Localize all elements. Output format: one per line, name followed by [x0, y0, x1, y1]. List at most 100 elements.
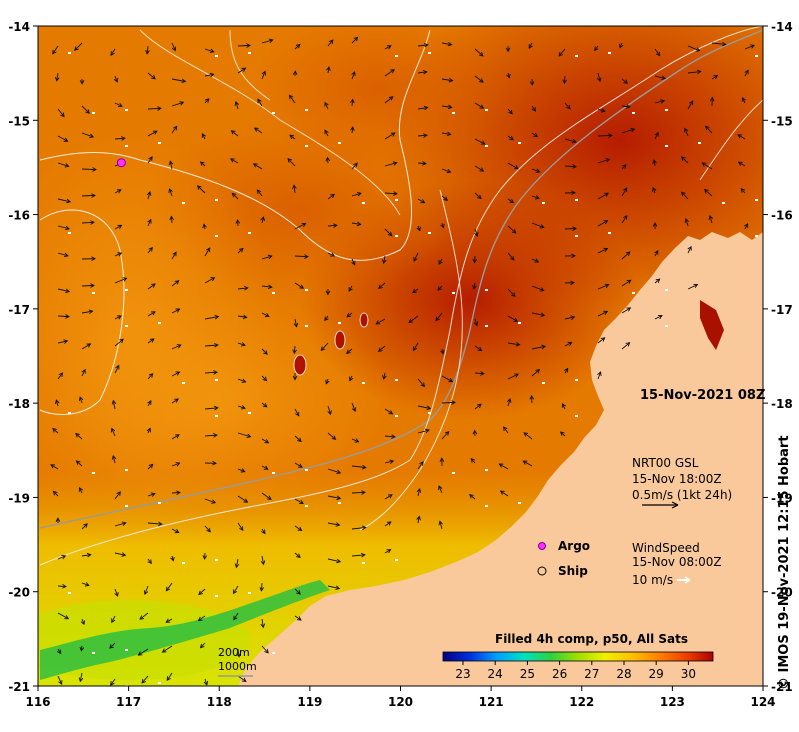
- wind-vector: [305, 469, 308, 471]
- wind-vector: [125, 325, 128, 327]
- wind-vector: [68, 592, 71, 594]
- wind-vector: [125, 469, 128, 471]
- wind-vector: [338, 502, 341, 504]
- wind-vector: [428, 232, 431, 234]
- lon-tick-label: 124: [750, 695, 775, 709]
- wind-vector: [575, 415, 578, 417]
- colorbar-tick-label: 25: [520, 667, 535, 681]
- wind-vector: [485, 505, 488, 507]
- wind-vector: [632, 112, 635, 114]
- lat-tick-label-left: -20: [8, 586, 30, 600]
- warm-eddy: [335, 331, 345, 349]
- wind-vector: [542, 382, 545, 384]
- current-vector: [598, 135, 612, 136]
- wind-vector: [485, 145, 488, 147]
- wind-vector: [362, 382, 365, 384]
- argo-legend-label: Argo: [558, 539, 590, 553]
- wind-vector: [215, 55, 218, 57]
- current-legend-scale: 0.5m/s (1kt 24h): [632, 488, 732, 502]
- wind-vector: [158, 322, 161, 324]
- wind-vector: [485, 289, 488, 291]
- sst-field: [0, 0, 799, 687]
- lat-tick-label-right: -16: [771, 209, 793, 223]
- wind-vector: [755, 55, 758, 57]
- wind-vector: [305, 145, 308, 147]
- wind-vector: [575, 235, 578, 237]
- lat-tick-label-right: -17: [771, 303, 793, 317]
- wind-vector: [272, 472, 275, 474]
- wind-vector: [248, 412, 251, 414]
- wind-vector: [272, 292, 275, 294]
- wind-vector: [305, 289, 308, 291]
- lat-tick-label-left: -18: [8, 397, 30, 411]
- wind-vector: [575, 379, 578, 381]
- wind-vector: [362, 562, 365, 564]
- wind-vector: [68, 52, 71, 54]
- lon-tick-label: 120: [388, 695, 413, 709]
- wind-vector: [575, 55, 578, 57]
- wind-vector: [272, 112, 275, 114]
- bathymetry-1000m-label: 1000m: [218, 660, 257, 673]
- colorbar-tick-label: 23: [455, 667, 470, 681]
- wind-vector: [395, 55, 398, 57]
- wind-vector: [395, 379, 398, 381]
- wind-vector: [215, 559, 218, 561]
- wind-vector: [665, 325, 668, 327]
- colorbar-title: Filled 4h comp, p50, All Sats: [495, 632, 688, 646]
- wind-vector: [248, 232, 251, 234]
- wind-vector: [92, 292, 95, 294]
- wind-vector: [632, 292, 635, 294]
- lat-tick-label-right: -18: [771, 397, 793, 411]
- wind-vector: [452, 112, 455, 114]
- lon-tick-label: 117: [116, 695, 141, 709]
- current-vector: [82, 195, 95, 196]
- wind-vector: [125, 109, 128, 111]
- colorbar-tick-label: 24: [488, 667, 503, 681]
- wind-vector: [395, 415, 398, 417]
- map-timestamp: 15-Nov-2021 08Z: [640, 388, 765, 403]
- colorbar-tick-label: 28: [616, 667, 631, 681]
- wind-legend-scale: 10 m/s: [632, 573, 673, 587]
- wind-legend-time: 15-Nov 08:00Z: [632, 555, 722, 569]
- lon-tick-label: 119: [297, 695, 322, 709]
- bathymetry-200m-label: 200m: [218, 646, 250, 659]
- wind-vector: [485, 469, 488, 471]
- wind-vector: [542, 202, 545, 204]
- lat-tick-label-left: -21: [8, 680, 30, 694]
- wind-vector: [158, 502, 161, 504]
- wind-vector: [518, 322, 521, 324]
- lon-tick-label: 116: [25, 695, 50, 709]
- wind-vector: [428, 412, 431, 414]
- lat-tick-label-right: -14: [771, 20, 793, 34]
- lat-tick-label-left: -15: [8, 114, 30, 128]
- wind-vector: [158, 682, 161, 684]
- colorbar-tick-label: 30: [681, 667, 696, 681]
- lon-tick-label: 122: [569, 695, 594, 709]
- wind-vector: [428, 52, 431, 54]
- wind-vector: [248, 592, 251, 594]
- wind-vector: [608, 52, 611, 54]
- colorbar-bar: [443, 652, 713, 661]
- wind-vector: [338, 322, 341, 324]
- wind-vector: [92, 652, 95, 654]
- current-legend-title: NRT00 GSL: [632, 456, 699, 470]
- wind-vector: [452, 472, 455, 474]
- wind-vector: [395, 199, 398, 201]
- wind-vector: [305, 109, 308, 111]
- current-vector: [82, 169, 96, 170]
- wind-vector: [125, 145, 128, 147]
- wind-vector: [92, 472, 95, 474]
- wind-vector: [362, 202, 365, 204]
- wind-vector: [215, 235, 218, 237]
- current-vector: [442, 402, 455, 403]
- wind-vector: [215, 415, 218, 417]
- wind-vector: [755, 235, 758, 237]
- current-vector: [238, 45, 250, 46]
- wind-vector: [248, 52, 251, 54]
- wind-legend-title: WindSpeed: [632, 541, 700, 555]
- colorbar-tick-label: 26: [552, 667, 567, 681]
- ship-legend-label: Ship: [558, 564, 588, 578]
- wind-vector: [452, 292, 455, 294]
- wind-vector: [125, 289, 128, 291]
